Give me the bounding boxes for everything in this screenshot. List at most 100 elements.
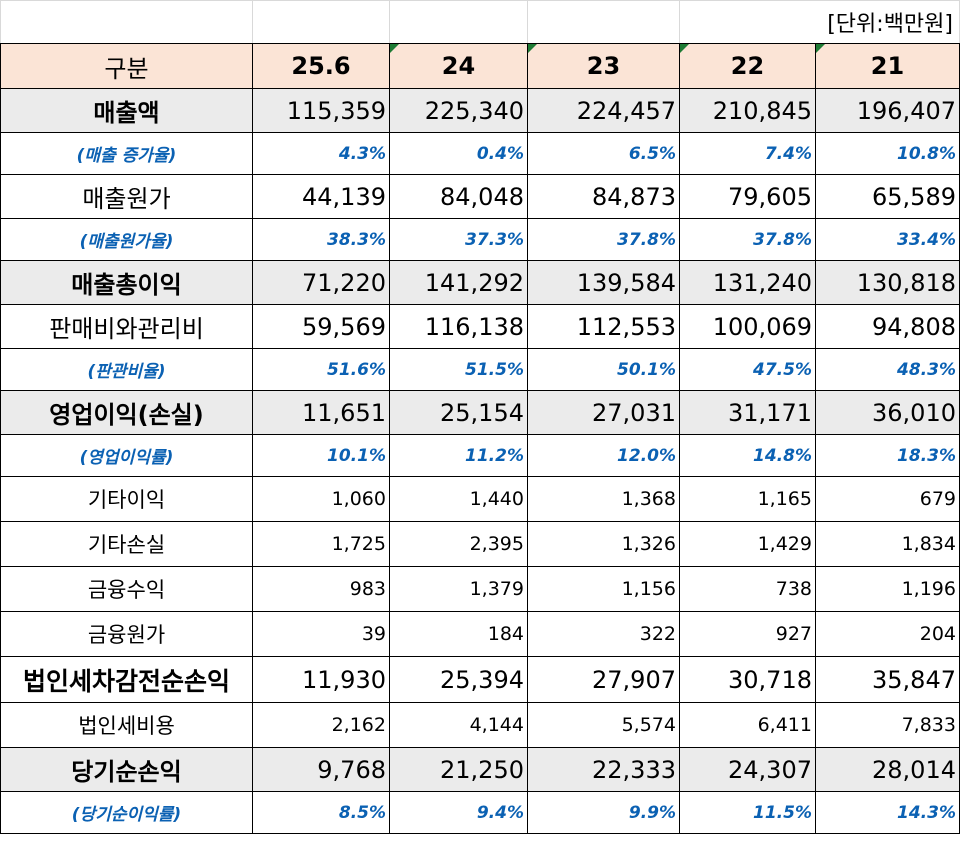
value-cell: 225,340 (389, 88, 528, 133)
header-period: 21 (815, 43, 960, 89)
value-cell: 11.5% (679, 791, 816, 834)
value-cell: 0.4% (389, 132, 528, 175)
value-cell: 11.2% (389, 434, 528, 477)
value-cell: 1,725 (252, 521, 390, 567)
value-cell: 1,368 (527, 476, 680, 522)
row-label: 금융원가 (0, 611, 253, 657)
empty-cell (252, 0, 390, 44)
row-label: (영업이익률) (0, 434, 253, 477)
value-cell: 59,569 (252, 304, 390, 349)
value-cell: 12.0% (527, 434, 680, 477)
table-row: 법인세비용 2,162 4,144 5,574 6,411 7,833 (0, 702, 960, 748)
value-cell: 10.1% (252, 434, 390, 477)
value-cell: 1,834 (815, 521, 960, 567)
row-label: 판매비와관리비 (0, 304, 253, 349)
value-cell: 11,651 (252, 390, 390, 435)
value-cell: 27,907 (527, 656, 680, 703)
value-cell: 116,138 (389, 304, 528, 349)
row-label: (당기순이익률) (0, 791, 253, 834)
value-cell: 9,768 (252, 747, 390, 792)
value-cell: 9.9% (527, 791, 680, 834)
value-cell: 130,818 (815, 260, 960, 305)
value-cell: 30,718 (679, 656, 816, 703)
unit-row: [단위:백만원] (0, 0, 960, 44)
value-cell: 100,069 (679, 304, 816, 349)
table-row: 기타손실 1,725 2,395 1,326 1,429 1,834 (0, 521, 960, 567)
value-cell: 65,589 (815, 174, 960, 219)
value-cell: 84,048 (389, 174, 528, 219)
row-label: (판관비율) (0, 348, 253, 391)
value-cell: 204 (815, 611, 960, 657)
value-cell: 5,574 (527, 702, 680, 748)
value-cell: 6,411 (679, 702, 816, 748)
table-row: 매출액 115,359 225,340 224,457 210,845 196,407 (0, 88, 960, 133)
value-cell: 22,333 (527, 747, 680, 792)
value-cell: 14.3% (815, 791, 960, 834)
table-row: 금융수익 983 1,379 1,156 738 1,196 (0, 566, 960, 612)
row-label: 금융수익 (0, 566, 253, 612)
value-cell: 4,144 (389, 702, 528, 748)
row-label: 매출원가 (0, 174, 253, 219)
value-cell: 738 (679, 566, 816, 612)
row-label: 법인세비용 (0, 702, 253, 748)
row-label: (매출원가율) (0, 218, 253, 261)
value-cell: 11,930 (252, 656, 390, 703)
table-row: 매출원가 44,139 84,048 84,873 79,605 65,589 (0, 174, 960, 219)
comment-marker-icon (390, 44, 399, 53)
value-cell: 196,407 (815, 88, 960, 133)
table-row: 금융원가 39 184 322 927 204 (0, 611, 960, 657)
value-cell: 37.8% (527, 218, 680, 261)
table-row: (영업이익률) 10.1% 11.2% 12.0% 14.8% 18.3% (0, 434, 960, 477)
value-cell: 79,605 (679, 174, 816, 219)
row-label: 매출총이익 (0, 260, 253, 305)
value-cell: 28,014 (815, 747, 960, 792)
value-cell: 115,359 (252, 88, 390, 133)
value-cell: 983 (252, 566, 390, 612)
value-cell: 14.8% (679, 434, 816, 477)
table-row: 판매비와관리비 59,569 116,138 112,553 100,069 94,808 (0, 304, 960, 349)
value-cell: 21,250 (389, 747, 528, 792)
value-cell: 94,808 (815, 304, 960, 349)
value-cell: 1,060 (252, 476, 390, 522)
table-row: 기타이익 1,060 1,440 1,368 1,165 679 (0, 476, 960, 522)
table-row: (매출 증가율) 4.3% 0.4% 6.5% 7.4% 10.8% (0, 132, 960, 175)
value-cell: 36,010 (815, 390, 960, 435)
value-cell: 679 (815, 476, 960, 522)
value-cell: 48.3% (815, 348, 960, 391)
value-cell: 39 (252, 611, 390, 657)
value-cell: 51.6% (252, 348, 390, 391)
value-cell: 1,326 (527, 521, 680, 567)
value-cell: 112,553 (527, 304, 680, 349)
value-cell: 1,429 (679, 521, 816, 567)
value-cell: 44,139 (252, 174, 390, 219)
table-row: 당기순손익 9,768 21,250 22,333 24,307 28,014 (0, 747, 960, 792)
comment-marker-icon (816, 44, 825, 53)
value-cell: 37.8% (679, 218, 816, 261)
value-cell: 24,307 (679, 747, 816, 792)
value-cell: 1,196 (815, 566, 960, 612)
header-period: 23 (527, 43, 680, 89)
value-cell: 1,379 (389, 566, 528, 612)
value-cell: 4.3% (252, 132, 390, 175)
value-cell: 37.3% (389, 218, 528, 261)
value-cell: 38.3% (252, 218, 390, 261)
empty-cell (389, 0, 528, 44)
value-cell: 7.4% (679, 132, 816, 175)
unit-label: [단위:백만원] (679, 0, 960, 44)
comment-marker-icon (680, 44, 689, 53)
empty-cell (0, 0, 253, 44)
header-period: 22 (679, 43, 816, 89)
value-cell: 139,584 (527, 260, 680, 305)
value-cell: 18.3% (815, 434, 960, 477)
value-cell: 10.8% (815, 132, 960, 175)
row-label: 법인세차감전순손익 (0, 656, 253, 703)
value-cell: 224,457 (527, 88, 680, 133)
value-cell: 33.4% (815, 218, 960, 261)
row-label: (매출 증가율) (0, 132, 253, 175)
value-cell: 1,165 (679, 476, 816, 522)
value-cell: 8.5% (252, 791, 390, 834)
value-cell: 322 (527, 611, 680, 657)
row-label: 영업이익(손실) (0, 390, 253, 435)
value-cell: 84,873 (527, 174, 680, 219)
